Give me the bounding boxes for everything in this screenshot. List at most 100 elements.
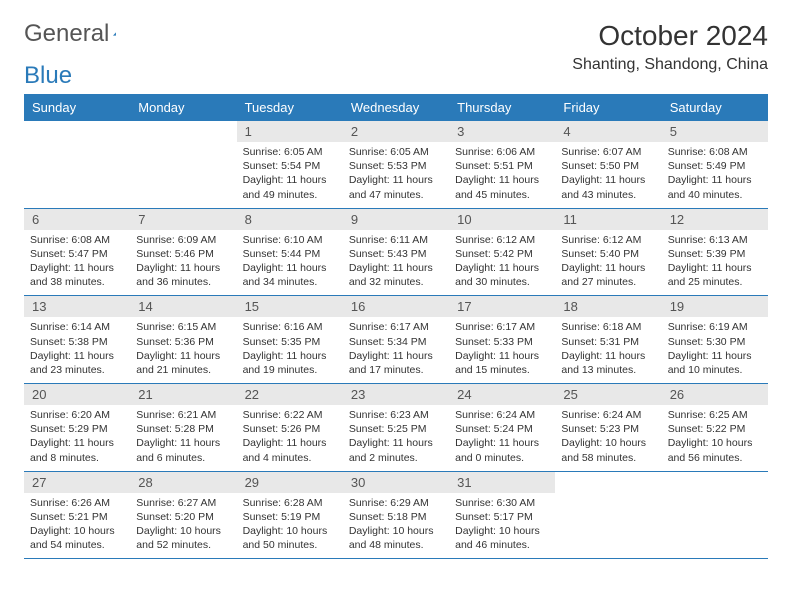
day-number: 14 [130,296,236,317]
week-row: 6Sunrise: 6:08 AMSunset: 5:47 PMDaylight… [24,209,768,297]
day-body: Sunrise: 6:10 AMSunset: 5:44 PMDaylight:… [237,230,343,296]
day-body: Sunrise: 6:24 AMSunset: 5:23 PMDaylight:… [555,405,661,471]
sunset-text: Sunset: 5:25 PM [349,422,443,436]
sunrise-text: Sunrise: 6:27 AM [136,496,230,510]
day-number: 15 [237,296,343,317]
day-cell: 16Sunrise: 6:17 AMSunset: 5:34 PMDayligh… [343,296,449,383]
daylight-text: Daylight: 11 hours and 34 minutes. [243,261,337,289]
sunset-text: Sunset: 5:43 PM [349,247,443,261]
day-number: 3 [449,121,555,142]
week-row: 1Sunrise: 6:05 AMSunset: 5:54 PMDaylight… [24,121,768,209]
sunrise-text: Sunrise: 6:05 AM [243,145,337,159]
day-body: Sunrise: 6:14 AMSunset: 5:38 PMDaylight:… [24,317,130,383]
sunrise-text: Sunrise: 6:17 AM [455,320,549,334]
day-cell: 15Sunrise: 6:16 AMSunset: 5:35 PMDayligh… [237,296,343,383]
day-number: 2 [343,121,449,142]
day-of-week-cell: Thursday [449,94,555,121]
sunrise-text: Sunrise: 6:24 AM [561,408,655,422]
sunrise-text: Sunrise: 6:12 AM [455,233,549,247]
day-body: Sunrise: 6:12 AMSunset: 5:42 PMDaylight:… [449,230,555,296]
sunset-text: Sunset: 5:49 PM [668,159,762,173]
day-cell: 3Sunrise: 6:06 AMSunset: 5:51 PMDaylight… [449,121,555,208]
day-cell: 27Sunrise: 6:26 AMSunset: 5:21 PMDayligh… [24,472,130,559]
day-cell: 23Sunrise: 6:23 AMSunset: 5:25 PMDayligh… [343,384,449,471]
sunset-text: Sunset: 5:33 PM [455,335,549,349]
daylight-text: Daylight: 11 hours and 36 minutes. [136,261,230,289]
daylight-text: Daylight: 11 hours and 38 minutes. [30,261,124,289]
day-number: 31 [449,472,555,493]
day-cell: 29Sunrise: 6:28 AMSunset: 5:19 PMDayligh… [237,472,343,559]
day-cell: 30Sunrise: 6:29 AMSunset: 5:18 PMDayligh… [343,472,449,559]
day-body: Sunrise: 6:27 AMSunset: 5:20 PMDaylight:… [130,493,236,559]
sunset-text: Sunset: 5:18 PM [349,510,443,524]
daylight-text: Daylight: 11 hours and 32 minutes. [349,261,443,289]
daylight-text: Daylight: 11 hours and 23 minutes. [30,349,124,377]
daylight-text: Daylight: 11 hours and 25 minutes. [668,261,762,289]
sunset-text: Sunset: 5:23 PM [561,422,655,436]
daylight-text: Daylight: 11 hours and 8 minutes. [30,436,124,464]
day-number: 16 [343,296,449,317]
day-body: Sunrise: 6:09 AMSunset: 5:46 PMDaylight:… [130,230,236,296]
day-body: Sunrise: 6:22 AMSunset: 5:26 PMDaylight:… [237,405,343,471]
day-cell: 22Sunrise: 6:22 AMSunset: 5:26 PMDayligh… [237,384,343,471]
sunset-text: Sunset: 5:42 PM [455,247,549,261]
day-number: 9 [343,209,449,230]
day-body: Sunrise: 6:25 AMSunset: 5:22 PMDaylight:… [662,405,768,471]
day-number: 25 [555,384,661,405]
day-cell: 13Sunrise: 6:14 AMSunset: 5:38 PMDayligh… [24,296,130,383]
day-cell: 24Sunrise: 6:24 AMSunset: 5:24 PMDayligh… [449,384,555,471]
daylight-text: Daylight: 10 hours and 50 minutes. [243,524,337,552]
day-cell: 28Sunrise: 6:27 AMSunset: 5:20 PMDayligh… [130,472,236,559]
day-number: 11 [555,209,661,230]
sunset-text: Sunset: 5:54 PM [243,159,337,173]
day-body: Sunrise: 6:06 AMSunset: 5:51 PMDaylight:… [449,142,555,208]
day-cell: 19Sunrise: 6:19 AMSunset: 5:30 PMDayligh… [662,296,768,383]
day-of-week-cell: Tuesday [237,94,343,121]
sunset-text: Sunset: 5:22 PM [668,422,762,436]
sunset-text: Sunset: 5:26 PM [243,422,337,436]
day-cell: 2Sunrise: 6:05 AMSunset: 5:53 PMDaylight… [343,121,449,208]
day-number: 29 [237,472,343,493]
day-cell: 9Sunrise: 6:11 AMSunset: 5:43 PMDaylight… [343,209,449,296]
sunset-text: Sunset: 5:50 PM [561,159,655,173]
day-body: Sunrise: 6:12 AMSunset: 5:40 PMDaylight:… [555,230,661,296]
day-cell [130,121,236,208]
sunrise-text: Sunrise: 6:25 AM [668,408,762,422]
daylight-text: Daylight: 10 hours and 58 minutes. [561,436,655,464]
day-cell: 11Sunrise: 6:12 AMSunset: 5:40 PMDayligh… [555,209,661,296]
sunset-text: Sunset: 5:40 PM [561,247,655,261]
sunset-text: Sunset: 5:24 PM [455,422,549,436]
day-of-week-cell: Saturday [662,94,768,121]
daylight-text: Daylight: 11 hours and 13 minutes. [561,349,655,377]
day-number: 24 [449,384,555,405]
day-body: Sunrise: 6:05 AMSunset: 5:54 PMDaylight:… [237,142,343,208]
day-body: Sunrise: 6:13 AMSunset: 5:39 PMDaylight:… [662,230,768,296]
sunrise-text: Sunrise: 6:06 AM [455,145,549,159]
sunrise-text: Sunrise: 6:07 AM [561,145,655,159]
day-number: 8 [237,209,343,230]
sunrise-text: Sunrise: 6:08 AM [668,145,762,159]
day-number: 17 [449,296,555,317]
day-body: Sunrise: 6:07 AMSunset: 5:50 PMDaylight:… [555,142,661,208]
day-cell: 5Sunrise: 6:08 AMSunset: 5:49 PMDaylight… [662,121,768,208]
day-cell: 25Sunrise: 6:24 AMSunset: 5:23 PMDayligh… [555,384,661,471]
sunrise-text: Sunrise: 6:17 AM [349,320,443,334]
day-number: 19 [662,296,768,317]
day-body: Sunrise: 6:08 AMSunset: 5:47 PMDaylight:… [24,230,130,296]
sunset-text: Sunset: 5:30 PM [668,335,762,349]
day-cell: 18Sunrise: 6:18 AMSunset: 5:31 PMDayligh… [555,296,661,383]
day-of-week-header: SundayMondayTuesdayWednesdayThursdayFrid… [24,94,768,121]
day-body: Sunrise: 6:26 AMSunset: 5:21 PMDaylight:… [24,493,130,559]
day-cell: 12Sunrise: 6:13 AMSunset: 5:39 PMDayligh… [662,209,768,296]
daylight-text: Daylight: 11 hours and 49 minutes. [243,173,337,201]
day-number: 18 [555,296,661,317]
daylight-text: Daylight: 11 hours and 6 minutes. [136,436,230,464]
day-number: 10 [449,209,555,230]
sunset-text: Sunset: 5:17 PM [455,510,549,524]
day-of-week-cell: Wednesday [343,94,449,121]
sunset-text: Sunset: 5:28 PM [136,422,230,436]
sunset-text: Sunset: 5:36 PM [136,335,230,349]
daylight-text: Daylight: 10 hours and 46 minutes. [455,524,549,552]
sunset-text: Sunset: 5:47 PM [30,247,124,261]
day-number: 23 [343,384,449,405]
